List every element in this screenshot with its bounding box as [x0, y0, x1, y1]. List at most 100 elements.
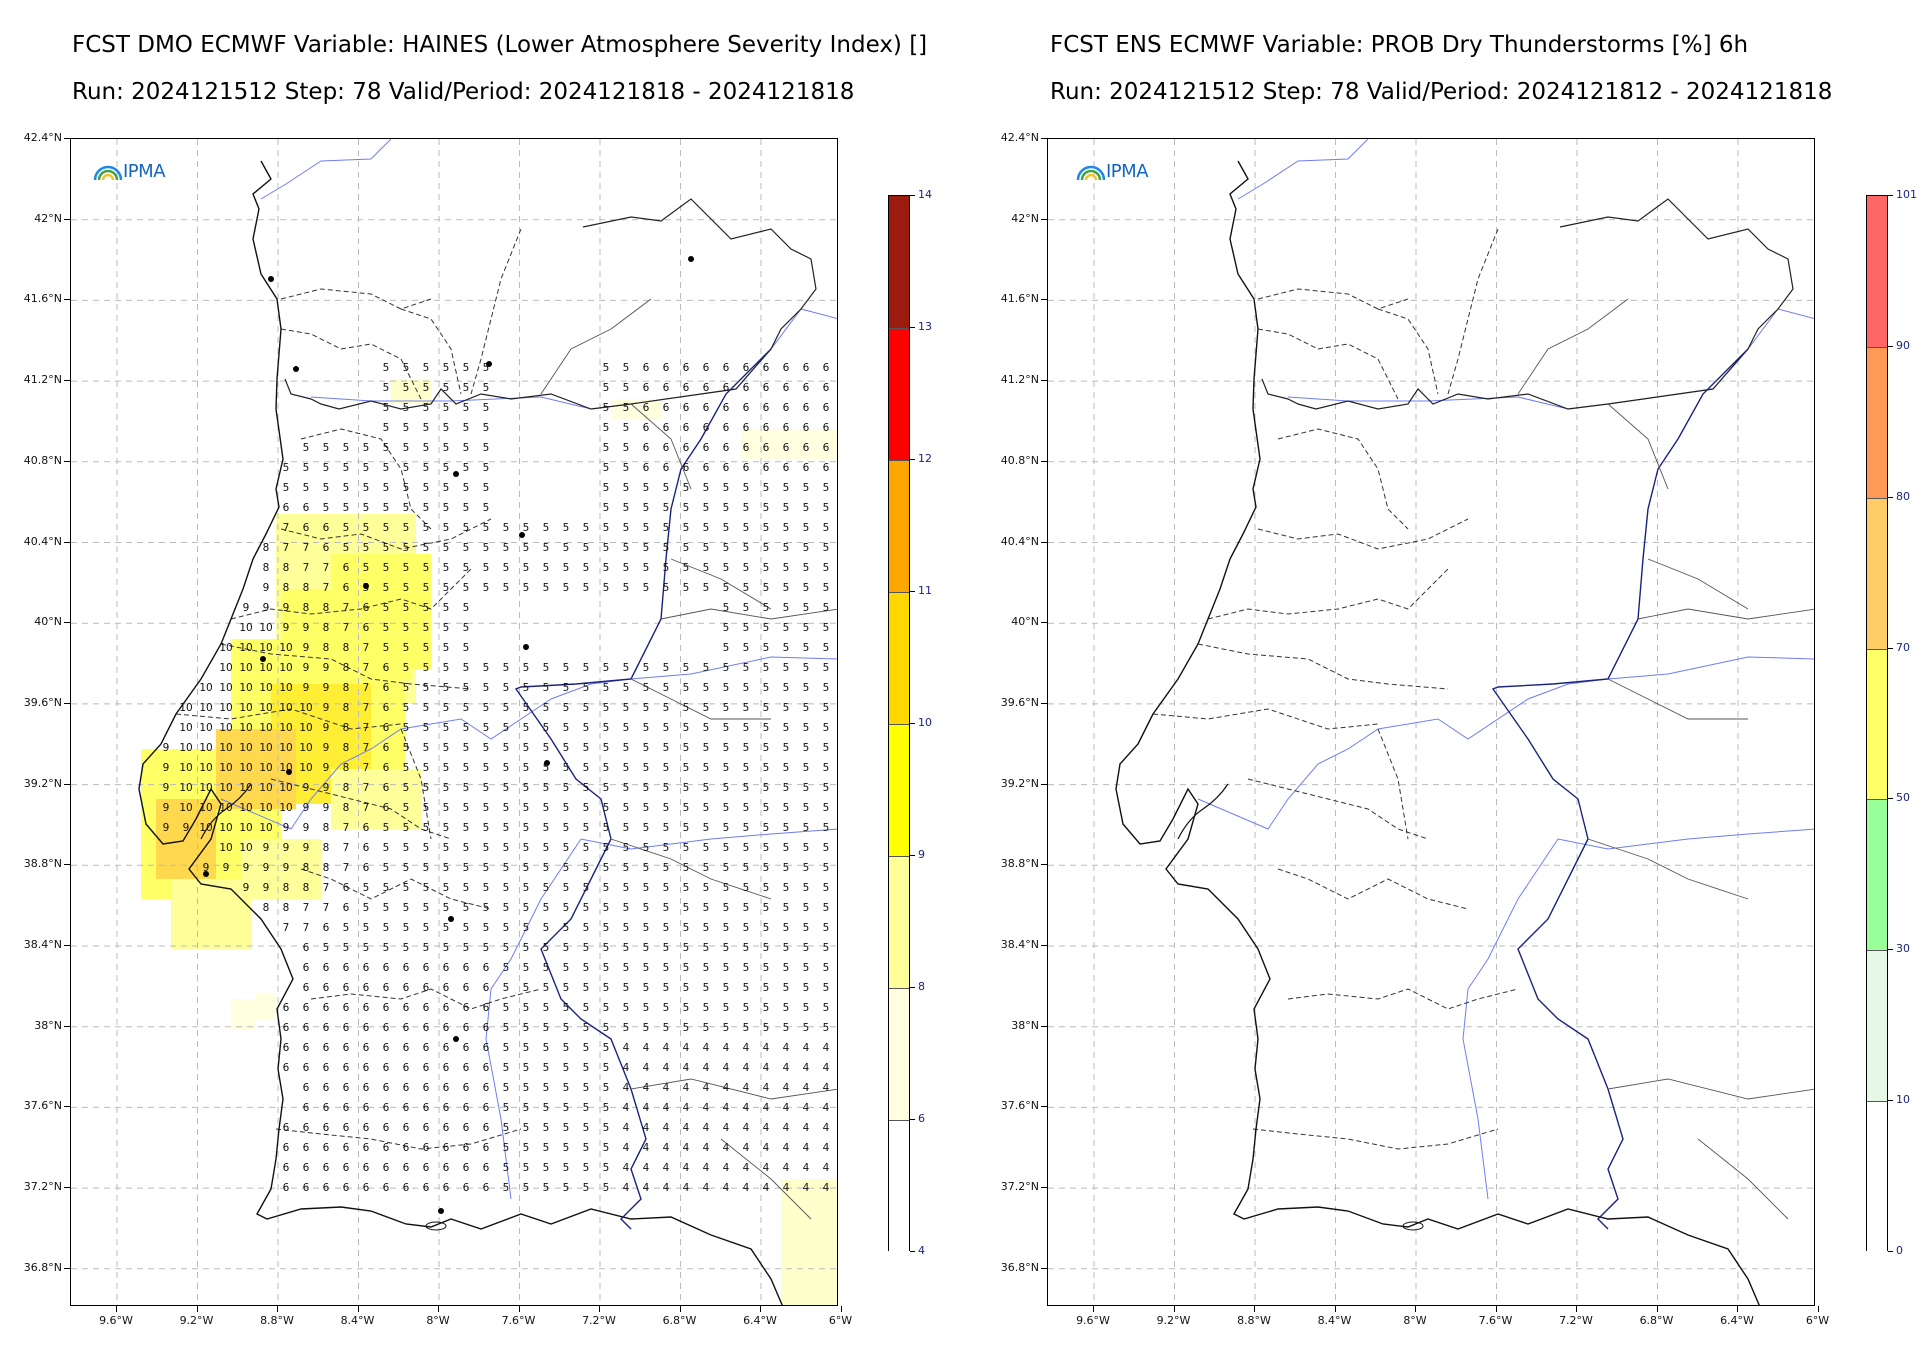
haines-value: 5	[443, 762, 450, 774]
haines-value: 5	[563, 1082, 570, 1094]
haines-value: 5	[483, 942, 490, 954]
haines-value: 4	[803, 1162, 810, 1174]
haines-value: 5	[403, 602, 410, 614]
haines-value: 5	[403, 442, 410, 454]
right-lat-tick	[1041, 1025, 1047, 1027]
haines-value: 5	[323, 502, 330, 514]
haines-value: 5	[723, 502, 730, 514]
colorbar-label: 90	[1896, 338, 1910, 352]
haines-value: 5	[463, 402, 470, 414]
haines-value: 7	[343, 822, 350, 834]
haines-value: 6	[763, 442, 770, 454]
haines-value: 5	[623, 422, 630, 434]
haines-value: 5	[743, 782, 750, 794]
haines-value: 5	[823, 482, 830, 494]
haines-value: 5	[383, 942, 390, 954]
haines-value: 10	[259, 702, 272, 714]
right-lon-tick	[1495, 1306, 1497, 1312]
haines-value: 5	[563, 1042, 570, 1054]
haines-value: 5	[603, 442, 610, 454]
haines-value: 7	[363, 782, 370, 794]
haines-value: 5	[523, 682, 530, 694]
haines-value: 5	[563, 802, 570, 814]
haines-value: 5	[723, 922, 730, 934]
left-lon-label: 8.8°W	[260, 1314, 294, 1327]
haines-value: 5	[463, 842, 470, 854]
haines-value: 5	[463, 482, 470, 494]
haines-value: 8	[323, 862, 330, 874]
haines-value: 5	[803, 822, 810, 834]
haines-value: 5	[423, 822, 430, 834]
haines-value: 8	[283, 902, 290, 914]
haines-value: 7	[283, 542, 290, 554]
haines-value: 5	[463, 682, 470, 694]
haines-value: 4	[783, 1122, 790, 1134]
haines-value: 5	[743, 642, 750, 654]
haines-value: 5	[483, 902, 490, 914]
haines-value: 9	[323, 782, 330, 794]
haines-value: 5	[563, 1062, 570, 1074]
haines-value: 5	[623, 662, 630, 674]
haines-value: 4	[723, 1122, 730, 1134]
haines-value: 5	[603, 1022, 610, 1034]
haines-value: 5	[763, 842, 770, 854]
haines-value: 5	[803, 482, 810, 494]
haines-value: 5	[783, 782, 790, 794]
haines-value: 4	[703, 1182, 710, 1194]
district-boundary	[230, 568, 472, 620]
haines-value: 4	[663, 1102, 670, 1114]
haines-value: 5	[443, 782, 450, 794]
haines-value: 5	[403, 702, 410, 714]
haines-value: 6	[643, 462, 650, 474]
haines-value: 6	[423, 1002, 430, 1014]
haines-value: 5	[583, 542, 590, 554]
haines-value: 8	[323, 622, 330, 634]
haines-value: 5	[703, 942, 710, 954]
haines-value: 6	[383, 982, 390, 994]
haines-value: 5	[623, 562, 630, 574]
haines-value: 5	[643, 922, 650, 934]
haines-value: 6	[823, 462, 830, 474]
haines-value: 5	[823, 702, 830, 714]
haines-value: 6	[463, 1022, 470, 1034]
haines-value: 9	[303, 782, 310, 794]
haines-value: 5	[703, 702, 710, 714]
district-boundary	[275, 1128, 522, 1150]
haines-value: 5	[603, 422, 610, 434]
haines-value: 5	[383, 602, 390, 614]
haines-value: 6	[483, 962, 490, 974]
spain-region-border	[1697, 1138, 1789, 1220]
haines-value: 5	[383, 902, 390, 914]
haines-value: 5	[403, 422, 410, 434]
haines-value: 8	[283, 562, 290, 574]
right-lon-label: 8.4°W	[1317, 1314, 1352, 1327]
right-lon-tick	[1173, 1306, 1175, 1312]
colorbar-segment	[1867, 950, 1887, 1102]
haines-value: 5	[403, 862, 410, 874]
haines-value: 10	[219, 822, 232, 834]
rainbow-icon	[1076, 165, 1106, 180]
haines-value: 5	[783, 522, 790, 534]
haines-value: 5	[423, 582, 430, 594]
haines-value: 5	[423, 422, 430, 434]
spain-region-border	[540, 298, 652, 395]
haines-value: 5	[703, 742, 710, 754]
haines-value: 5	[743, 622, 750, 634]
haines-value: 4	[703, 1082, 710, 1094]
haines-value: 6	[363, 1022, 370, 1034]
haines-value: 5	[783, 1002, 790, 1014]
haines-value: 5	[723, 562, 730, 574]
city-dot	[363, 583, 369, 589]
haines-value: 5	[523, 982, 530, 994]
district-boundary	[175, 708, 402, 730]
haines-value: 5	[523, 822, 530, 834]
haines-value: 5	[343, 522, 350, 534]
cities	[203, 256, 694, 1214]
haines-value: 5	[643, 842, 650, 854]
haines-value: 5	[523, 662, 530, 674]
haines-value: 9	[243, 602, 250, 614]
haines-value: 5	[683, 782, 690, 794]
haines-value: 5	[403, 562, 410, 574]
haines-value: 5	[803, 842, 810, 854]
haines-value: 5	[463, 862, 470, 874]
